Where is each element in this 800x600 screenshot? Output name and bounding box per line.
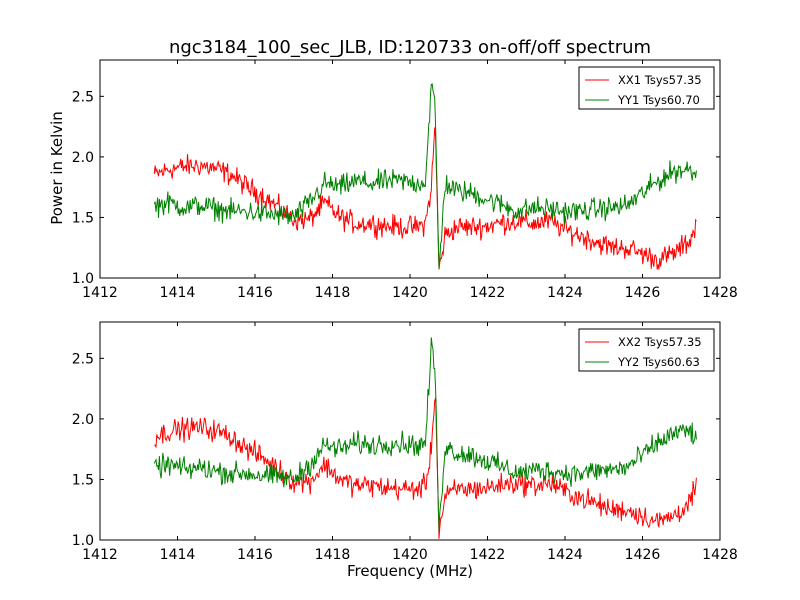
x-tick-label: 1426 [625,547,661,563]
x-tick-label: 1424 [547,547,583,563]
x-tick-label: 1422 [470,285,506,301]
legend: XX2 Tsys57.35 YY2 Tsys60.63 [578,328,715,372]
x-tick-label: 1412 [82,285,118,301]
series-line-xx1 [153,127,697,270]
x-tick-label: 1412 [82,547,118,563]
y-tick-label: 1.5 [72,472,94,488]
y-tick-label: 1.5 [72,210,94,226]
x-tick-label: 1418 [315,285,351,301]
y-tick-label: 1.0 [72,533,94,549]
series-line-xx2 [154,397,697,539]
y-tick-label: 2.0 [72,412,94,428]
x-tick-label: 1428 [702,547,738,563]
legend-entry: XX1 Tsys57.35 [618,73,702,87]
x-tick-label: 1420 [392,547,428,563]
y-tick-label: 1.0 [72,271,94,287]
y-tick-label: 2.0 [72,150,94,166]
x-tick-label: 1420 [392,285,428,301]
x-tick-label: 1414 [160,547,196,563]
x-tick-label: 1424 [547,285,583,301]
legend-entry: YY1 Tsys60.70 [617,93,700,107]
series-line-yy1 [153,83,697,269]
x-tick-label: 1418 [315,547,351,563]
bottom-panel: 1412 1414 1416 1418 1420 1422 1424 1426 1428 1.0 1… [72,321,738,563]
x-tick-label: 1416 [237,285,273,301]
legend-entry: YY2 Tsys60.63 [617,355,700,369]
x-axis-label: Frequency (MHz) [347,562,473,580]
x-tick-label: 1426 [625,285,661,301]
y-axis-label: Power in Kelvin [48,111,66,225]
legend-entry: XX2 Tsys57.35 [618,335,702,349]
y-tick-label: 2.5 [72,351,94,367]
x-tick-label: 1414 [160,285,196,301]
x-tick-label: 1416 [237,547,273,563]
legend-box [578,66,715,110]
series-line-yy2 [153,337,697,531]
top-panel: 1412 1414 1416 1418 1420 1422 1424 1426 1428 1.0 1… [72,59,738,301]
x-tick-label: 1428 [702,285,738,301]
y-tick-label: 2.5 [72,89,94,105]
legend-box [578,328,715,372]
chart-title: ngc3184_100_sec_JLB, ID:120733 on-off/of… [169,37,651,58]
x-tick-label: 1422 [470,547,506,563]
legend: XX1 Tsys57.35 YY1 Tsys60.70 [578,66,715,110]
